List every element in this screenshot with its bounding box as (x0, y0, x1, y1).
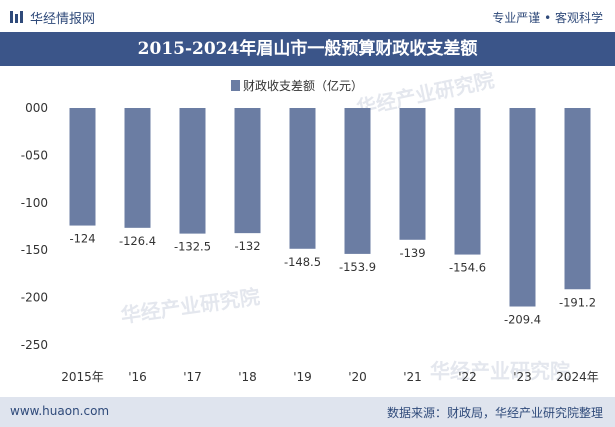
bar (234, 108, 261, 234)
title-bar: 2015-2024年眉山市一般预算财政收支差额 (0, 32, 615, 66)
bar (509, 108, 536, 307)
bar (69, 108, 96, 226)
data-label: -209.4 (504, 313, 541, 327)
x-tick-label: '23 (513, 370, 532, 384)
data-label: -132.5 (174, 240, 211, 254)
brand-name: 华经情报网 (30, 12, 96, 27)
tagline: 专业严谨 • 客观科学 (492, 11, 603, 25)
data-label: -153.9 (339, 260, 376, 274)
y-tick-label: -050 (21, 148, 48, 162)
data-label: -132 (234, 239, 260, 253)
y-tick-label: 000 (25, 101, 48, 115)
x-tick-label: '18 (238, 370, 257, 384)
x-tick-label: '19 (293, 370, 312, 384)
chart-title: 2015-2024年眉山市一般预算财政收支差额 (137, 39, 478, 59)
x-tick-label: '16 (128, 370, 147, 384)
x-tick-label: 2015年 (61, 370, 104, 384)
bar (564, 108, 591, 290)
x-tick-label: '21 (403, 370, 422, 384)
x-tick-label: 2024年 (556, 370, 599, 384)
bar (399, 108, 426, 240)
bar (124, 108, 151, 228)
legend-label: 财政收支差额（亿元） (243, 78, 363, 93)
logo-icon (10, 11, 23, 23)
x-tick-label: '20 (348, 370, 367, 384)
bar (454, 108, 481, 255)
data-label: -126.4 (119, 234, 156, 248)
y-tick-label: -250 (21, 338, 48, 352)
bar (344, 108, 371, 254)
bar (179, 108, 206, 234)
website-link[interactable]: www.huaon.com (10, 404, 110, 418)
data-label: -154.6 (449, 261, 486, 275)
x-tick-label: '22 (458, 370, 477, 384)
x-tick-label: '17 (183, 370, 202, 384)
data-label: -148.5 (284, 255, 321, 269)
footer-bar: www.huaon.com 数据来源：财政局，华经产业研究院整理 (0, 397, 615, 427)
bar (289, 108, 316, 249)
legend-swatch (231, 80, 240, 91)
bar-chart: 财政收支差额（亿元） 000 -050 -100 -150 -200 -250 -124 201… (21, 78, 599, 384)
y-tick-label: -100 (21, 196, 48, 210)
data-label: -191.2 (559, 295, 596, 309)
y-tick-label: -200 (21, 291, 48, 305)
y-tick-label: -150 (21, 243, 48, 257)
data-label: -139 (399, 246, 425, 260)
data-source: 数据来源：财政局，华经产业研究院整理 (386, 406, 603, 420)
top-bar: 华经情报网 专业严谨 • 客观科学 (0, 0, 615, 32)
data-label: -124 (69, 232, 95, 246)
